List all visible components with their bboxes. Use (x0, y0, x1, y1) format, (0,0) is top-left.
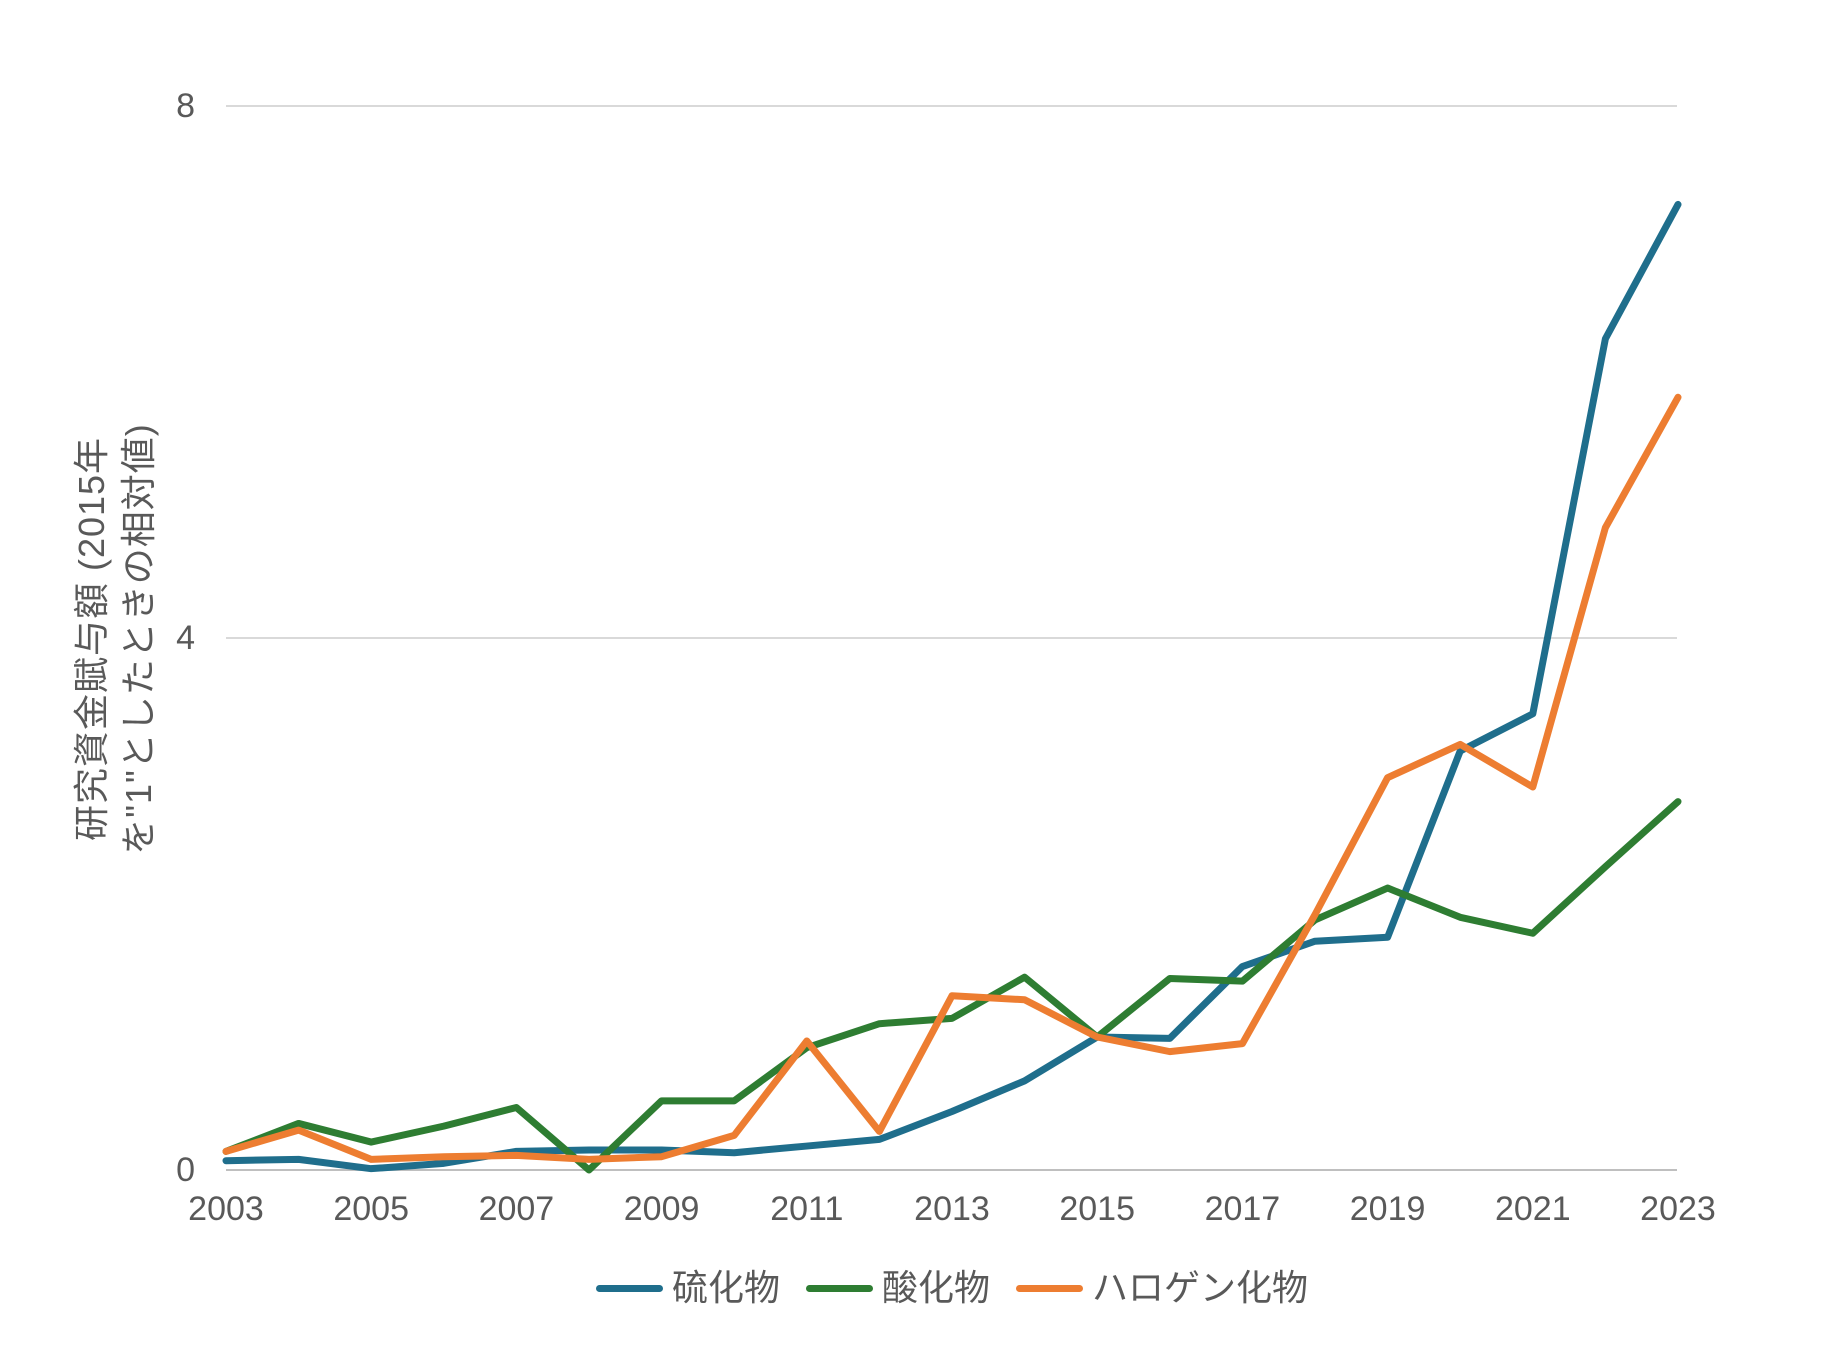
y-tick-label-4: 4 (176, 619, 195, 657)
x-tick-label-2015: 2015 (1059, 1190, 1135, 1228)
y-tick-label-0: 0 (176, 1151, 195, 1189)
y-tick-label-8: 8 (176, 87, 195, 125)
x-tick-label-2007: 2007 (478, 1190, 555, 1228)
legend-item-0: 硫化物 (595, 1267, 780, 1308)
legend-label-1: 酸化物 (881, 1267, 990, 1308)
series-line-2 (222, 393, 1682, 1163)
legend: 硫化物 酸化物 ハロゲン化物 (226, 1262, 1678, 1314)
x-tick-label-2013: 2013 (914, 1190, 990, 1228)
legend-item-1: 酸化物 (805, 1267, 990, 1308)
legend-item-2: ハロゲン化物 (1016, 1268, 1308, 1308)
x-tick-label-2021: 2021 (1494, 1190, 1571, 1228)
x-tick-label-2019: 2019 (1349, 1190, 1426, 1228)
x-tick-label-2011: 2011 (770, 1190, 844, 1228)
series-line-1 (222, 798, 1682, 1174)
y-axis-title-line1: 研究資金賦与額 (2015年 (71, 436, 112, 842)
x-tick-label-2003: 2003 (188, 1190, 264, 1228)
legend-swatch-0 (595, 1284, 663, 1292)
legend-swatch-2 (1016, 1284, 1083, 1292)
legend-label-0: 硫化物 (671, 1267, 780, 1308)
legend-swatch-1 (805, 1284, 873, 1292)
series-line-0 (222, 200, 1682, 1173)
x-tick-label-2005: 2005 (333, 1190, 409, 1228)
x-tick-label-2009: 2009 (623, 1190, 700, 1228)
x-tick-label-2017: 2017 (1204, 1190, 1281, 1228)
legend-label-2: ハロゲン化物 (1092, 1267, 1309, 1308)
x-tick-label-2023: 2023 (1640, 1190, 1716, 1228)
